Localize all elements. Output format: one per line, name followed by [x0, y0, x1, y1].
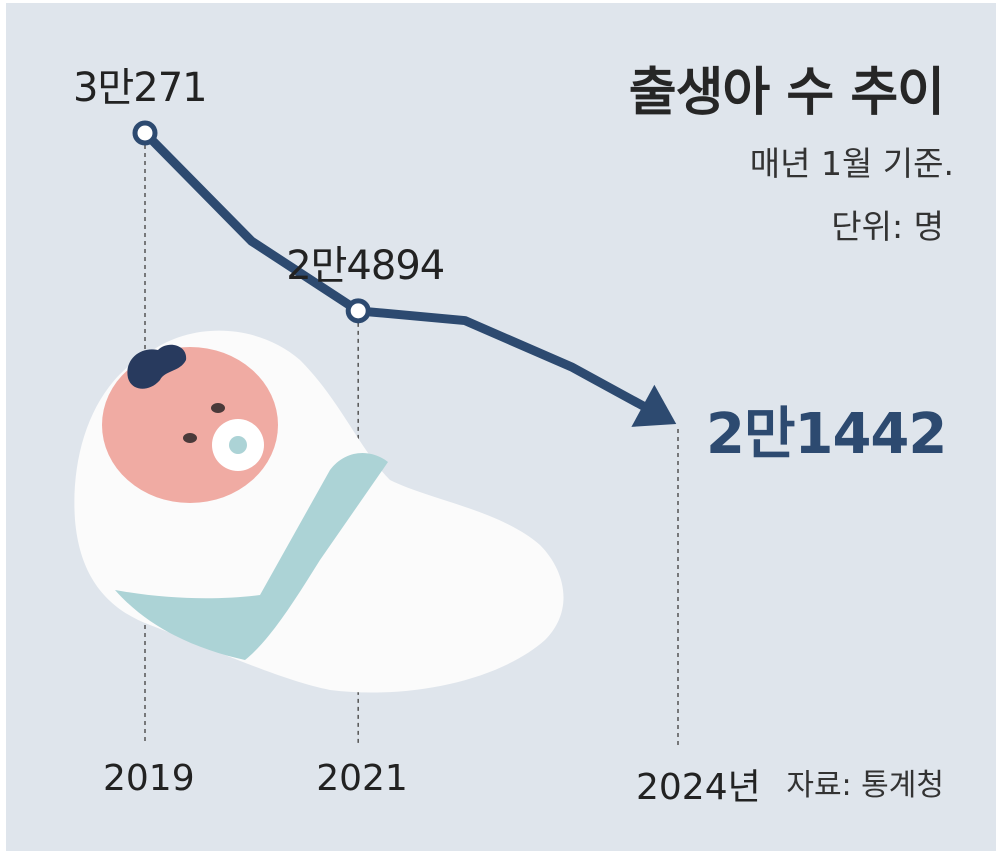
- x-tick-label-2024: 2024년: [636, 767, 761, 808]
- x-tick-label-2019: 2019: [103, 758, 195, 799]
- value-label-2019: 3만271: [73, 65, 208, 111]
- data-point-2021: [345, 298, 371, 324]
- data-markers: [132, 120, 677, 427]
- chart-title: 출생아 수 추이: [628, 63, 945, 123]
- series-arrowhead: [631, 384, 677, 427]
- source-note: 자료: 통계청: [786, 768, 944, 803]
- baby-hair: [127, 344, 187, 389]
- data-point-2019: [132, 120, 158, 146]
- baby-eye-left: [211, 403, 225, 413]
- series-line: [140, 128, 648, 411]
- chart-subtitle: 매년 1월 기준.: [749, 144, 954, 183]
- baby-eye-right: [183, 433, 197, 443]
- unit-label: 단위: 명: [831, 207, 944, 246]
- pacifier-center: [229, 436, 247, 454]
- value-label-2024: 2만1442: [706, 402, 947, 467]
- value-label-2021: 2만4894: [286, 242, 445, 289]
- x-tick-label-2021: 2021: [316, 758, 408, 799]
- baby-illustration: [74, 330, 564, 693]
- swaddle-band: [115, 452, 388, 660]
